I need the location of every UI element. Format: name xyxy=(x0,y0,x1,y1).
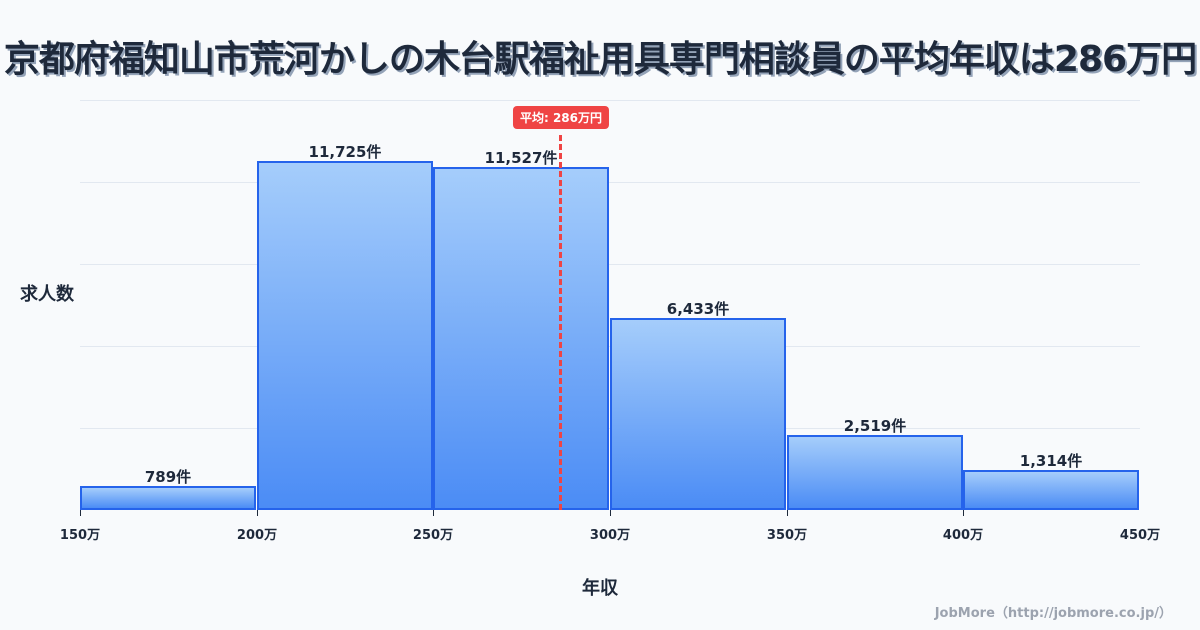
bar-value-label: 789件 xyxy=(144,468,192,486)
plot-area: 789件 11,725件 11,527件 6,433件 2,519件 1,314… xyxy=(80,100,1140,516)
bar-value-label: 2,519件 xyxy=(843,417,907,435)
gridline xyxy=(80,264,1140,265)
bar-400-450[interactable] xyxy=(963,470,1139,510)
y-axis-label: 求人数 xyxy=(20,284,74,305)
x-tick xyxy=(963,510,964,516)
bar-300-350[interactable] xyxy=(610,318,786,510)
bar-350-400[interactable] xyxy=(787,435,963,510)
average-line xyxy=(559,135,562,510)
bar-250-300[interactable] xyxy=(433,167,609,510)
x-axis-label: 年収 xyxy=(582,578,618,599)
bar-value-label: 11,725件 xyxy=(308,143,382,161)
bar-value-label: 6,433件 xyxy=(666,300,730,318)
source-credit: JobMore（http://jobmore.co.jp/） xyxy=(934,606,1172,621)
bar-value-label: 1,314件 xyxy=(1019,452,1083,470)
bar-value-label: 11,527件 xyxy=(484,149,558,167)
gridline xyxy=(80,100,1140,101)
x-tick-label: 450万 xyxy=(1119,528,1161,543)
x-tick xyxy=(610,510,611,516)
chart-title: 京都府福知山市荒河かしの木台駅福祉用具専門相談員の平均年収は286万円 xyxy=(3,39,1197,80)
x-tick xyxy=(433,510,434,516)
x-tick-label: 350万 xyxy=(766,528,808,543)
x-tick-label: 250万 xyxy=(412,528,454,543)
x-tick-label: 150万 xyxy=(59,528,101,543)
bar-200-250[interactable] xyxy=(257,161,433,510)
x-tick-label: 300万 xyxy=(589,528,631,543)
x-tick xyxy=(257,510,258,516)
x-tick xyxy=(787,510,788,516)
x-tick xyxy=(80,510,81,516)
average-badge: 平均: 286万円 xyxy=(512,106,610,129)
x-tick-label: 400万 xyxy=(942,528,984,543)
bar-150-200[interactable] xyxy=(80,486,256,510)
gridline xyxy=(80,182,1140,183)
x-tick-label: 200万 xyxy=(236,528,278,543)
